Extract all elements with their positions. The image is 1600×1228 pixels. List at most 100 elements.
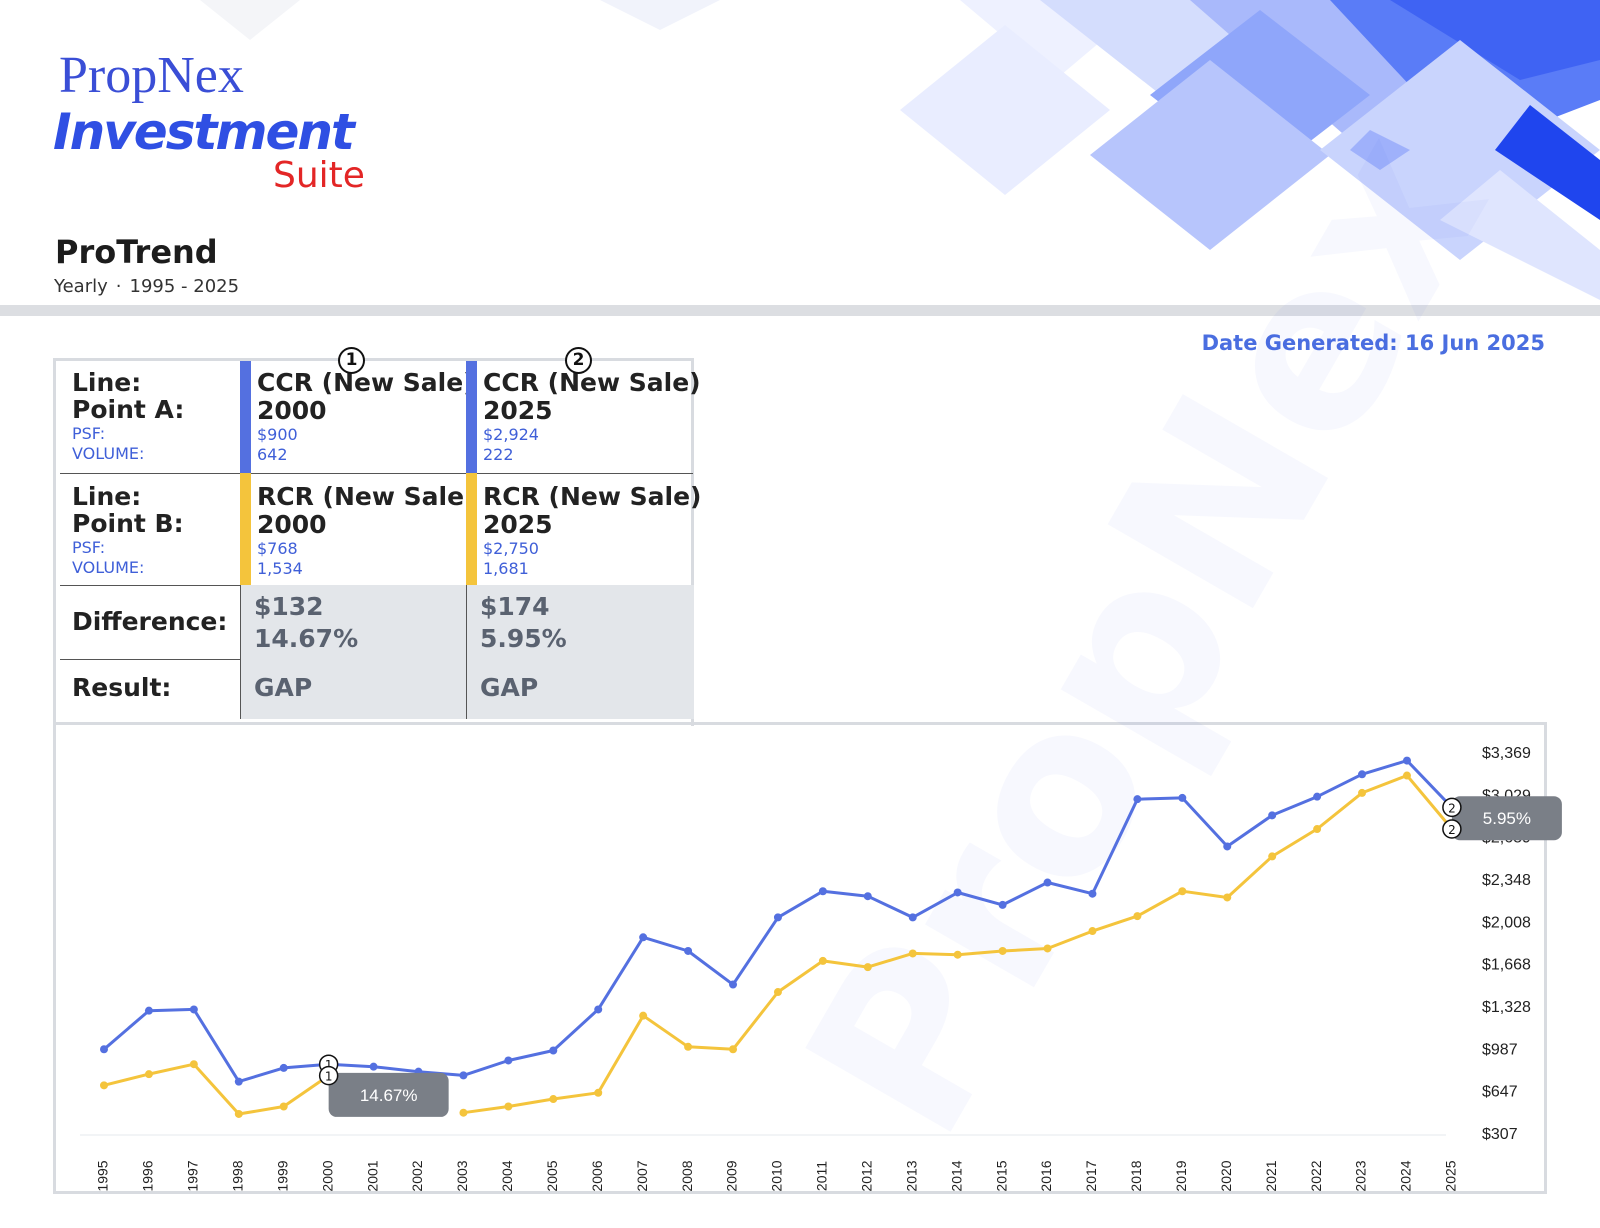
label-volume: VOLUME:	[72, 444, 145, 463]
difference-callout-label: 14.67%	[360, 1086, 418, 1105]
point-marker	[1442, 797, 1462, 818]
data-point	[998, 900, 1007, 909]
x-tick-label: 2024	[1398, 1160, 1414, 1191]
data-point	[1178, 793, 1187, 802]
point-b-2: RCR (New Sale) 2025 $2,750 1,681	[466, 473, 701, 585]
y-tick-label: $2,008	[1482, 914, 1531, 931]
x-tick-label: 2020	[1218, 1160, 1234, 1191]
data-point	[818, 887, 827, 896]
y-tick-label: $647	[1482, 1084, 1518, 1101]
line-name: CCR (New Sale)	[483, 368, 701, 397]
data-point	[1043, 878, 1052, 887]
data-point	[953, 888, 962, 897]
volume-value: 222	[483, 445, 514, 464]
x-tick-label: 2003	[454, 1160, 470, 1191]
data-point	[234, 1077, 243, 1086]
data-point	[1088, 889, 1097, 898]
line-name: RCR (New Sale)	[483, 482, 702, 511]
data-point	[953, 950, 962, 959]
data-point	[1313, 825, 1322, 834]
volume-value: 1,681	[483, 559, 529, 578]
x-tick-label: 2015	[993, 1160, 1009, 1191]
data-point	[729, 1045, 738, 1054]
x-tick-label: 2006	[589, 1160, 605, 1191]
data-point	[684, 946, 693, 955]
series-line-rcr	[103, 774, 1454, 1116]
point-b-1: RCR (New Sale) 2000 $768 1,534	[240, 473, 475, 585]
point-year: 2000	[257, 396, 327, 425]
difference-amount: $174	[480, 592, 550, 621]
result-label-text: Result:	[72, 673, 172, 702]
difference-label: Difference:	[60, 585, 240, 659]
data-point	[459, 1071, 468, 1080]
data-point	[1313, 792, 1322, 801]
series-color-bar	[466, 361, 477, 473]
psf-value: $900	[257, 425, 298, 444]
point-marker	[1442, 819, 1462, 839]
data-point	[1358, 770, 1367, 779]
point-marker-2: 2	[565, 347, 592, 374]
point-marker-label: 2	[1448, 801, 1456, 815]
x-tick-label: 2017	[1083, 1160, 1099, 1191]
data-point	[369, 1062, 378, 1071]
data-point	[549, 1095, 558, 1104]
frequency-label: Yearly	[54, 276, 108, 297]
x-tick-label: 2025	[1443, 1160, 1459, 1191]
label-line: Line:	[72, 368, 142, 397]
date-generated: Date Generated: 16 Jun 2025	[1201, 331, 1545, 355]
x-tick-label: 2019	[1173, 1160, 1189, 1191]
page-title: ProTrend	[55, 233, 218, 271]
data-point	[773, 913, 782, 922]
x-tick-label: 2023	[1353, 1160, 1369, 1191]
data-point	[1088, 927, 1097, 936]
volume-value: 1,534	[257, 559, 303, 578]
x-tick-label: 2012	[859, 1160, 875, 1191]
x-tick-label: 1997	[185, 1160, 201, 1191]
data-point	[818, 956, 827, 965]
series-color-bar	[466, 473, 477, 585]
row-a-label: Line: Point A: PSF: VOLUME:	[60, 361, 240, 473]
point-marker-label: 1	[325, 1070, 333, 1084]
row-point-b: Line: Point B: PSF: VOLUME: RCR (New Sal…	[60, 473, 701, 586]
data-point	[729, 980, 738, 989]
comparison-table: Line: Point A: PSF: VOLUME: CCR (New Sal…	[53, 358, 701, 726]
data-point	[1223, 893, 1232, 902]
data-point	[1133, 912, 1142, 921]
data-point	[863, 892, 872, 901]
x-tick-label: 2007	[634, 1160, 650, 1191]
data-point	[234, 1109, 243, 1118]
x-tick-label: 2010	[769, 1160, 785, 1191]
difference-callout	[1451, 796, 1562, 841]
logo-propnex: PropNex	[59, 47, 244, 104]
data-point	[1133, 795, 1142, 804]
x-tick-label: 2004	[499, 1160, 515, 1191]
x-tick-label: 1998	[229, 1160, 245, 1191]
data-point	[639, 933, 648, 942]
row-difference: Difference: $132 14.67% $174 5.95%	[60, 585, 694, 660]
x-tick-label: 2016	[1038, 1160, 1054, 1191]
difference-percent: 5.95%	[480, 624, 567, 653]
y-tick-label: $307	[1482, 1126, 1518, 1143]
header-divider	[0, 305, 1600, 316]
row-point-a: Line: Point A: PSF: VOLUME: CCR (New Sal…	[60, 361, 701, 474]
x-tick-label: 2008	[679, 1160, 695, 1191]
date-range: 1995 - 2025	[129, 276, 240, 297]
data-point	[908, 913, 917, 922]
x-tick-label: 2018	[1128, 1160, 1144, 1191]
difference-amount: $132	[254, 592, 324, 621]
x-tick-label: 2014	[948, 1160, 964, 1191]
line-name: RCR (New Sale)	[257, 482, 476, 511]
label-point-b: Point B:	[72, 509, 184, 538]
data-point	[100, 1081, 108, 1090]
data-point	[1043, 944, 1052, 953]
y-tick-label: $987	[1482, 1041, 1518, 1058]
label-psf: PSF:	[72, 538, 106, 557]
result-value: GAP	[480, 673, 539, 702]
y-tick-label: $1,328	[1482, 999, 1531, 1016]
x-tick-label: 1999	[274, 1160, 290, 1191]
data-point	[549, 1046, 558, 1055]
x-tick-label: 2021	[1263, 1160, 1279, 1191]
data-point	[100, 1045, 108, 1054]
result-label: Result:	[60, 659, 240, 719]
data-point	[594, 1088, 603, 1097]
